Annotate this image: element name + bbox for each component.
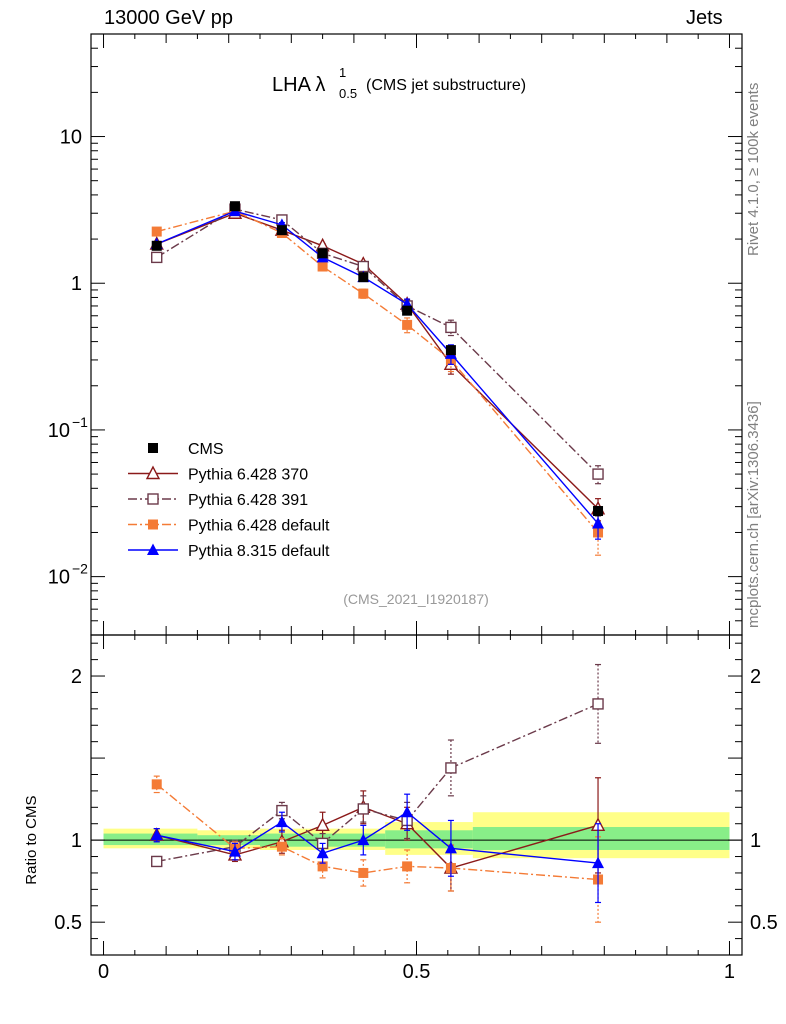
- legend-label: CMS: [188, 441, 224, 458]
- data-point: [592, 468, 604, 480]
- header-left: 13000 GeV pp: [104, 7, 233, 29]
- legend-entry-2: Pythia 6.428 391: [128, 492, 308, 509]
- y-tick-label: 10: [60, 127, 82, 149]
- data-point: [402, 319, 413, 330]
- ratio-series-line: [156, 783, 599, 881]
- y-tick-label-group: 1: [71, 273, 82, 295]
- data-point: [229, 201, 240, 212]
- ratio-point: [445, 762, 457, 774]
- chart-title-superscript: 1: [339, 65, 346, 80]
- series-line: [156, 210, 599, 533]
- series-line: [156, 212, 599, 510]
- data-point: [358, 288, 369, 299]
- ratio-y-axis-label: Ratio to CMS: [23, 796, 40, 885]
- chart-title-text: LHA λ: [272, 74, 325, 96]
- series-line: [156, 210, 599, 525]
- ratio-point: [401, 805, 414, 818]
- legend-entry-1: Pythia 6.428 370: [128, 465, 308, 484]
- ratio-series-4: [150, 793, 605, 904]
- legend-entry-4: Pythia 8.315 default: [128, 543, 330, 560]
- header-right: Jets: [686, 7, 723, 29]
- legend: CMS Pythia 6.428 370 Pythia 6.428 391 Pythi…: [128, 441, 330, 560]
- legend-marker: [147, 493, 159, 505]
- legend-marker: [148, 443, 158, 453]
- ratio-point: [592, 856, 605, 869]
- legend-entry-3: Pythia 6.428 default: [128, 518, 330, 535]
- data-point: [592, 517, 605, 529]
- ratio-point: [444, 841, 457, 854]
- ratio-y-tick-label-right: 2: [750, 666, 761, 688]
- legend-label: Pythia 6.428 370: [188, 467, 308, 484]
- ratio-point: [357, 833, 370, 846]
- data-point: [317, 261, 328, 272]
- legend-entry-0: CMS: [148, 441, 224, 458]
- chart-title: LHA λ 1 0.5 (CMS jet substructure): [272, 65, 526, 101]
- series-line: [156, 208, 599, 475]
- y-tick-label: 1: [71, 273, 82, 295]
- x-tick-label: 1: [724, 961, 735, 983]
- ratio-y-tick-label-right: 1: [750, 830, 761, 852]
- ratio-series-line: [156, 811, 599, 864]
- ratio-point: [592, 698, 604, 710]
- y-tick-label-group: 10 −2: [48, 561, 88, 589]
- data-point: [445, 321, 457, 334]
- y-tick-label: 10: [48, 567, 70, 589]
- legend-label: Pythia 8.315 default: [188, 543, 330, 560]
- ratio-y-tick-label-right: 0.5: [750, 912, 778, 934]
- data-point: [276, 225, 287, 236]
- analysis-tag: (CMS_2021_I1920187): [343, 591, 489, 607]
- data-point: [357, 260, 369, 273]
- ratio-point: [358, 867, 369, 878]
- y-tick-label-exponent: −2: [72, 561, 88, 577]
- ratio-point: [151, 779, 162, 790]
- ratio-point: [150, 828, 163, 841]
- ratio-point: [276, 841, 287, 852]
- ratio-point: [228, 845, 241, 857]
- y-tick-label-exponent: −1: [72, 414, 88, 430]
- ratio-point: [357, 803, 369, 815]
- ratio-point: [275, 815, 288, 828]
- y-tick-label-group: 10 −1: [48, 414, 88, 442]
- ratio-point: [315, 817, 330, 832]
- legend-label: Pythia 6.428 391: [188, 492, 308, 509]
- ratio-plot-frame: [90, 634, 743, 956]
- y-tick-label: 10: [48, 420, 70, 442]
- data-point: [151, 240, 162, 251]
- ratio-band-inner-4: [472, 827, 730, 850]
- ratio-series-line: [156, 806, 599, 869]
- data-point: [151, 251, 163, 264]
- series-4: [150, 204, 605, 540]
- data-point: [445, 345, 456, 356]
- ratio-point: [317, 861, 328, 872]
- legend-marker: [148, 519, 158, 530]
- ratio-y-tick-label: 0.5: [54, 912, 82, 934]
- data-point: [402, 305, 413, 316]
- ratio-point: [316, 846, 329, 859]
- y-tick-label-group: 10: [60, 127, 82, 149]
- legend-label: Pythia 6.428 default: [188, 518, 330, 535]
- data-point: [317, 248, 328, 259]
- ratio-point: [402, 861, 413, 872]
- x-tick-label: 0.5: [403, 961, 431, 983]
- chart-title-subscript: 0.5: [339, 86, 357, 101]
- legend-marker: [147, 543, 159, 555]
- chart-subtitle: (CMS jet substructure): [366, 77, 526, 94]
- data-point: [151, 226, 162, 237]
- ratio-y-tick-label: 2: [71, 666, 82, 688]
- data-point: [593, 506, 604, 517]
- ratio-series-line: [156, 703, 599, 863]
- legend-marker: [145, 465, 161, 480]
- ratio-point: [151, 855, 163, 868]
- x-tick-label: 0: [98, 961, 109, 983]
- ratio-y-tick-label: 1: [71, 830, 82, 852]
- data-point: [358, 272, 369, 283]
- series-0: [151, 201, 604, 517]
